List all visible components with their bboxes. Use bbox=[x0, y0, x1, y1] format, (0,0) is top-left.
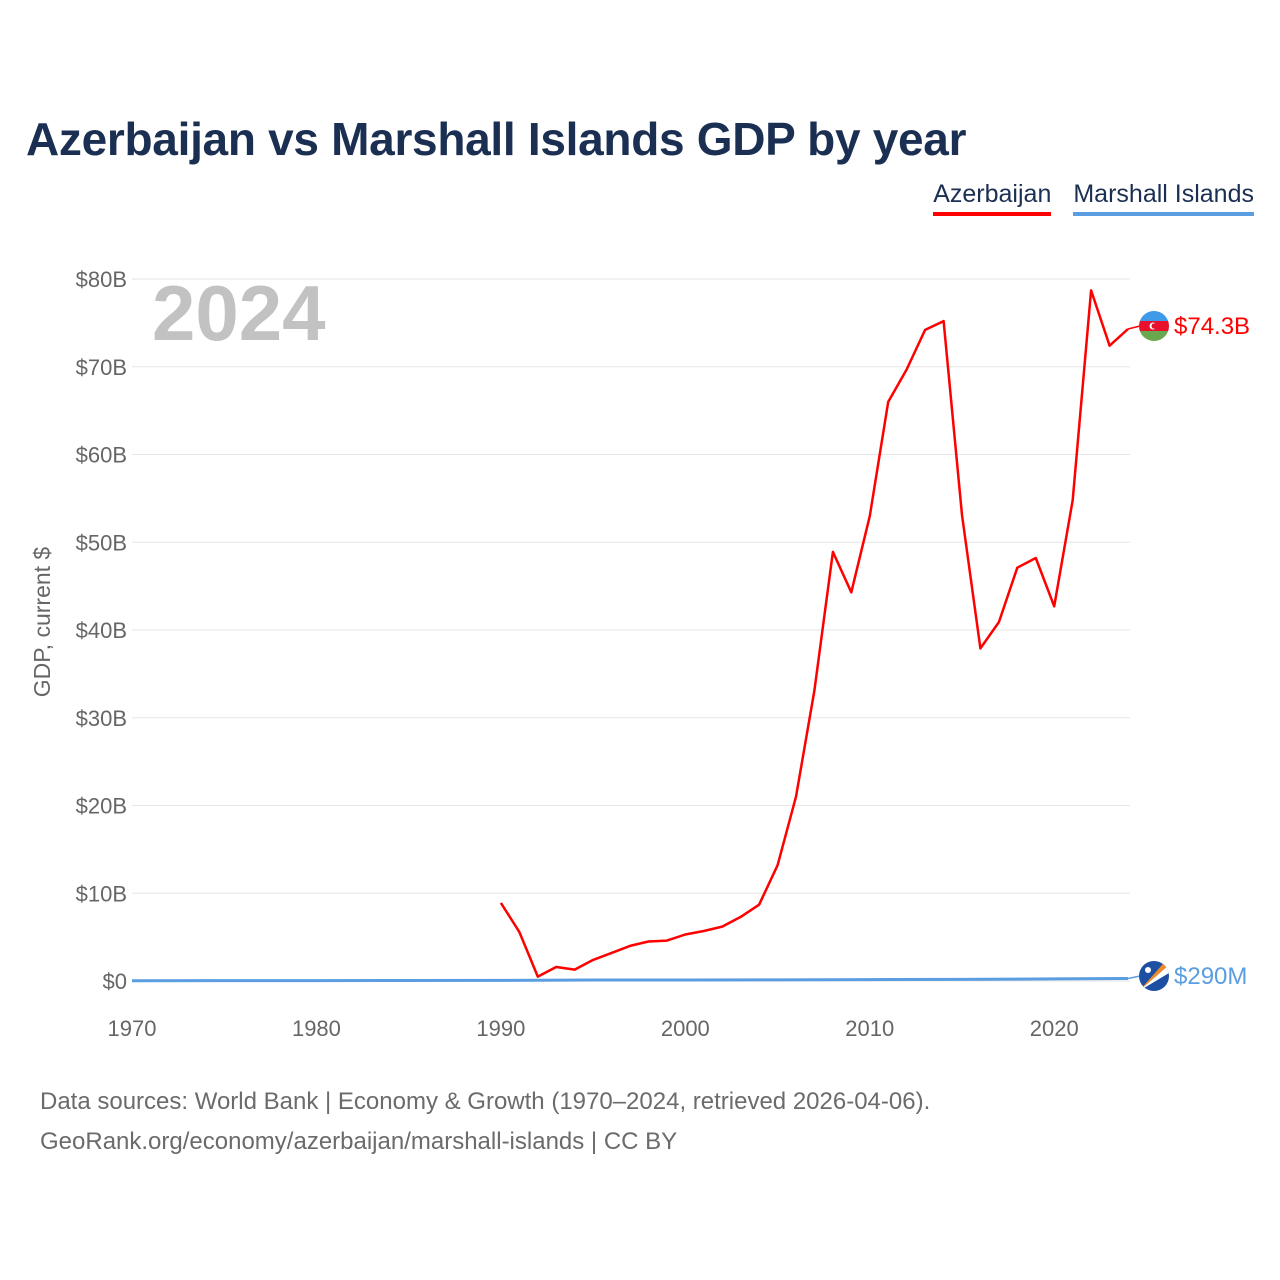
footer: Data sources: World Bank | Economy & Gro… bbox=[40, 1082, 930, 1162]
legend: Azerbaijan Marshall Islands bbox=[933, 180, 1254, 216]
series-line-azerbaijan[interactable] bbox=[499, 289, 1129, 978]
line-chart: $0$10B$20B$30B$40B$50B$60B$70B$80B 1970 1… bbox=[29, 267, 1250, 1041]
y-axis-label: GDP, current $ bbox=[29, 547, 55, 698]
end-label-connector bbox=[1127, 975, 1141, 980]
x-tick-label: 1970 bbox=[108, 1016, 157, 1041]
x-axis-ticks: 1970 1980 1990 2000 2010 2020 bbox=[108, 1016, 1079, 1041]
y-tick-label: $50B bbox=[76, 530, 127, 555]
end-markers: $74.3B $290M bbox=[1127, 311, 1250, 991]
chart-title: Azerbaijan vs Marshall Islands GDP by ye… bbox=[26, 113, 967, 165]
y-tick-label: $70B bbox=[76, 355, 127, 380]
end-value-label: $290M bbox=[1174, 963, 1247, 990]
gridlines bbox=[132, 278, 1130, 982]
y-tick-label: $20B bbox=[76, 794, 127, 819]
end-value-label: $74.3B bbox=[1174, 313, 1250, 340]
y-axis-ticks: $0 $10B $20B $30B $40B $50B $60B $70B $80B bbox=[76, 267, 127, 994]
azerbaijan-flag-icon bbox=[1139, 311, 1169, 341]
x-tick-label: 1980 bbox=[292, 1016, 341, 1041]
y-tick-label: $10B bbox=[76, 881, 127, 906]
series-lines bbox=[131, 289, 1129, 983]
y-tick-label: $0 bbox=[103, 969, 127, 994]
legend-item-azerbaijan[interactable]: Azerbaijan bbox=[933, 180, 1052, 216]
x-tick-label: 2020 bbox=[1030, 1016, 1079, 1041]
y-tick-label: $80B bbox=[76, 267, 127, 292]
attribution-text: GeoRank.org/economy/azerbaijan/marshall-… bbox=[40, 1128, 678, 1155]
marshall-islands-flag-icon bbox=[1139, 961, 1169, 991]
x-tick-label: 2000 bbox=[661, 1016, 710, 1041]
legend-item-marshall-islands[interactable]: Marshall Islands bbox=[1073, 180, 1254, 216]
y-tick-label: $30B bbox=[76, 706, 127, 731]
series-line-marshall-islands[interactable] bbox=[131, 977, 1129, 983]
x-tick-label: 2010 bbox=[845, 1016, 894, 1041]
x-tick-label: 1990 bbox=[476, 1016, 525, 1041]
y-tick-label: $40B bbox=[76, 618, 127, 643]
data-source-text: Data sources: World Bank | Economy & Gro… bbox=[40, 1088, 931, 1115]
end-label-connector bbox=[1127, 325, 1141, 330]
y-tick-label: $60B bbox=[76, 443, 127, 468]
year-annotation: 2024 bbox=[152, 269, 326, 357]
